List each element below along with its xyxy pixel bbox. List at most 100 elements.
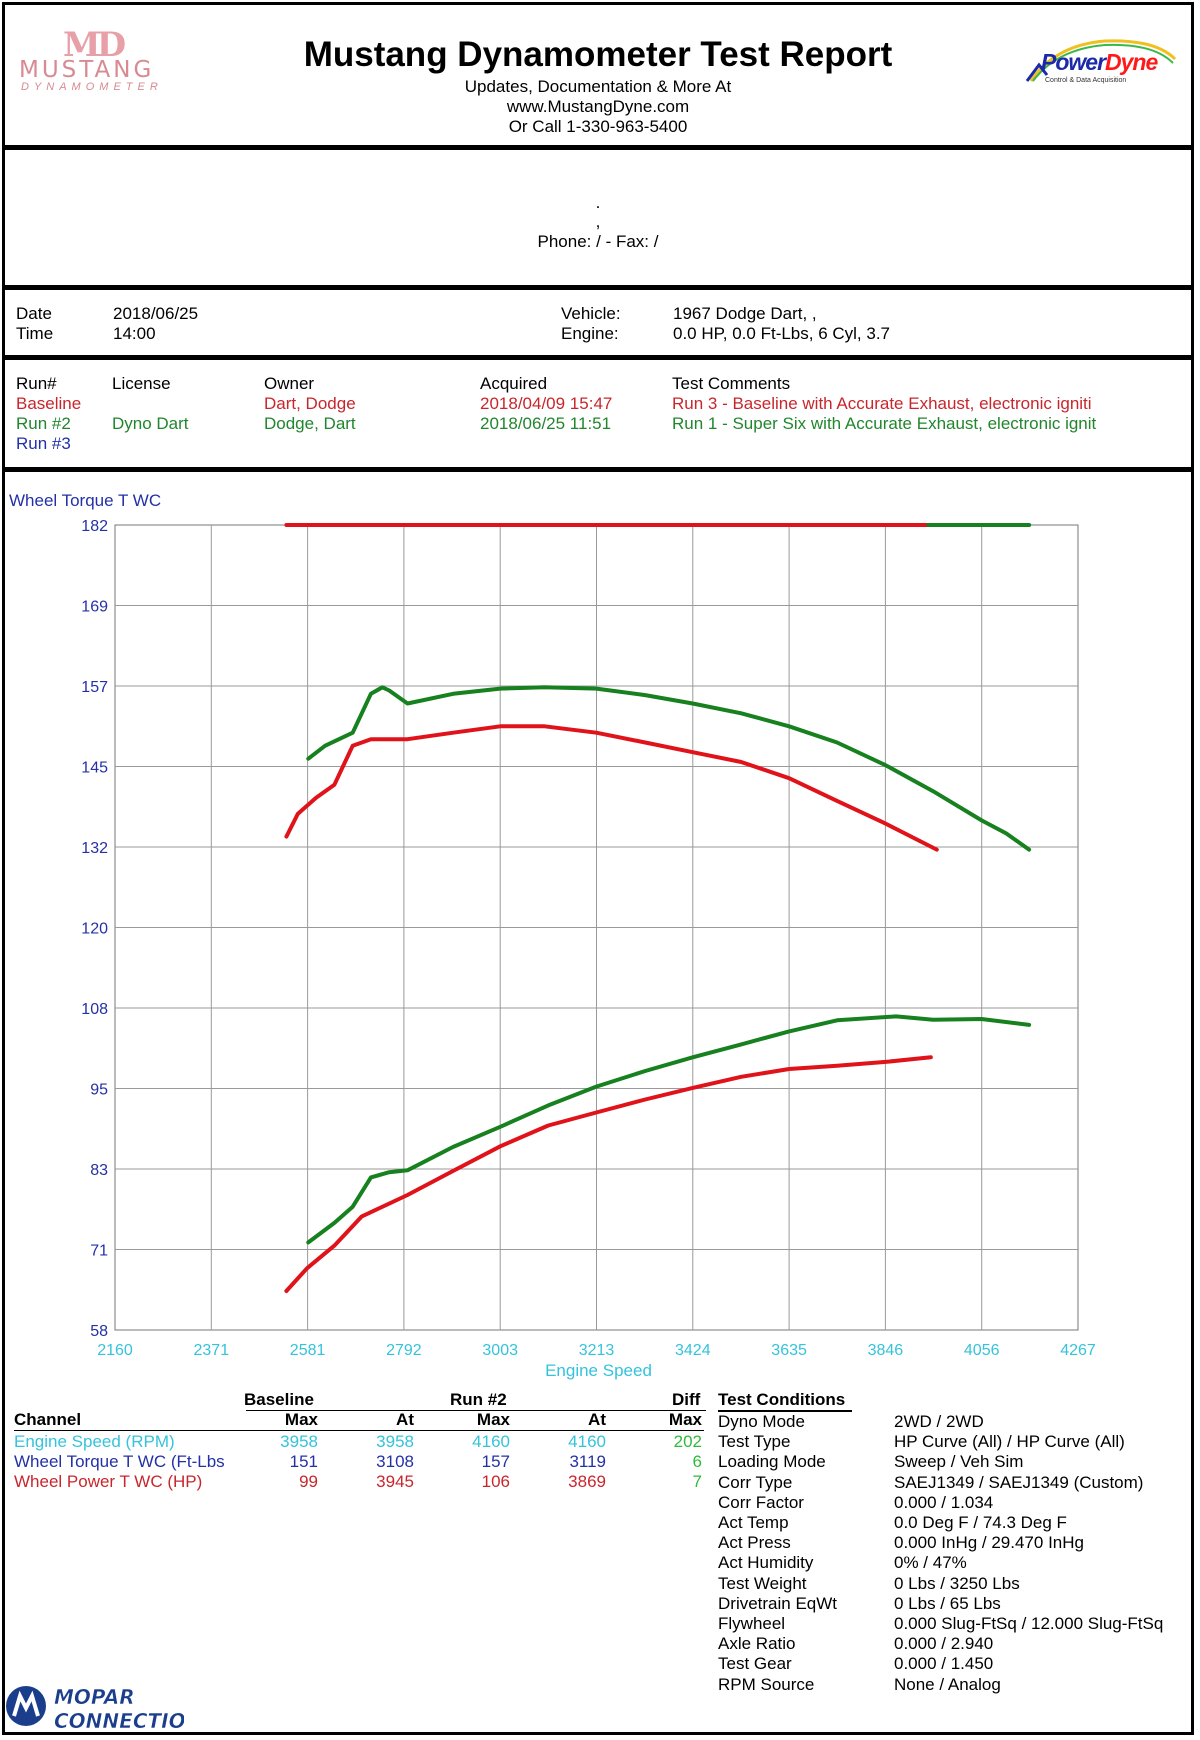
torque-power-chart: 2160 2371 2581 2792 3003 3213 3424 3635 3846 4056… <box>9 491 1096 1380</box>
condition-label: Corr Type <box>718 1472 793 1492</box>
run-2-name: Run #2 <box>16 414 71 433</box>
condition-value: HP Curve (All) / HP Curve (All) <box>894 1432 1125 1452</box>
run-baseline-owner: Dart, Dodge <box>264 394 356 413</box>
run-baseline-acquired: 2018/04/09 15:47 <box>480 394 613 413</box>
stats-group-diff: Diff <box>672 1390 701 1409</box>
stats-row-torque-max1: 151 <box>289 1452 318 1471</box>
condition-label: Loading Mode <box>718 1452 826 1472</box>
x-tick-label: 2581 <box>290 1342 326 1359</box>
vehicle-info: Date 2018/06/25 Time 14:00 Vehicle: 1967… <box>5 290 1191 360</box>
y-tick-label: 83 <box>90 1162 108 1179</box>
condition-value: 0.000 / 2.940 <box>894 1634 994 1654</box>
stats-col-max1: Max <box>284 1410 318 1429</box>
x-tick-label: 4056 <box>964 1342 1000 1359</box>
report-header: MD MUSTANG DYNAMOMETER Mustang Dynamomet… <box>5 5 1191 150</box>
conditions-title: Test Conditions <box>718 1390 846 1409</box>
customer-phone-fax: Phone: / - Fax: / <box>537 232 659 251</box>
condition-label: Axle Ratio <box>718 1634 796 1654</box>
condition-label: Dyno Mode <box>718 1412 805 1431</box>
run-2-comments: Run 1 - Super Six with Accurate Exhaust,… <box>672 414 1097 433</box>
y-tick-label: 95 <box>90 1082 108 1099</box>
condition-label: Test Type <box>718 1432 791 1452</box>
runs-header-comments: Test Comments <box>672 374 791 393</box>
stats-row-rpm-at1: 3958 <box>376 1432 414 1451</box>
condition-value: 0% / 47% <box>894 1553 967 1573</box>
connection-word: CONNECTION <box>54 1709 184 1733</box>
x-tick-label: 2160 <box>97 1342 133 1359</box>
mopar-connection-logo: MOPAR CONNECTION <box>4 1680 203 1735</box>
stats-row-rpm-diff: 202 <box>673 1432 702 1451</box>
runs-header-owner: Owner <box>264 374 315 393</box>
y-tick-label: 157 <box>81 679 108 696</box>
condition-value: None / Analog <box>894 1674 1001 1694</box>
condition-value: 0.000 InHg / 29.470 InHg <box>894 1533 1084 1553</box>
stats-row-torque-at2: 3119 <box>569 1452 606 1471</box>
stats-row-power-at2: 3869 <box>568 1472 606 1491</box>
y-axis-title: Wheel Torque T WC <box>9 491 161 510</box>
customer-line-1: . <box>595 193 601 212</box>
y-tick-label: 71 <box>90 1243 108 1260</box>
powerdyne-logo: PowerDyne Control & Data Acquisition <box>1025 35 1185 95</box>
y-tick-label: 58 <box>90 1323 108 1340</box>
stats-row-rpm-max2: 4160 <box>472 1432 510 1451</box>
condition-value: 0 Lbs / 65 Lbs <box>894 1593 1001 1613</box>
y-tick-label: 145 <box>81 760 108 777</box>
stats-row-power-max1: 99 <box>299 1472 318 1491</box>
run-baseline-comments: Run 3 - Baseline with Accurate Exhaust, … <box>672 394 1092 413</box>
date-value: 2018/06/25 <box>113 304 199 323</box>
stats-row-rpm-max1: 3958 <box>280 1432 318 1451</box>
header-phone: Or Call 1-330-963-5400 <box>508 117 688 136</box>
condition-label: Corr Factor <box>718 1492 804 1512</box>
engine-label: Engine: <box>561 324 619 343</box>
run-2-owner: Dodge, Dart <box>264 414 356 433</box>
run2-wheel-power-t-wcline <box>306 1014 1032 1245</box>
stats-col-channel: Channel <box>14 1410 82 1429</box>
condition-value: 0.000 / 1.034 <box>894 1492 994 1512</box>
baseline-wheel-power-t-wcline <box>284 1055 933 1293</box>
condition-value: 0.000 / 1.450 <box>894 1654 994 1674</box>
condition-label: Test Gear <box>718 1654 792 1674</box>
y-tick-label: 169 <box>81 599 108 616</box>
runs-header-run: Run# <box>16 374 57 393</box>
stats-row-power-channel: Wheel Power T WC (HP) <box>14 1472 203 1491</box>
stats-col-max2: Max <box>476 1410 510 1429</box>
y-tick-label: 120 <box>81 921 108 938</box>
y-tick-label: 108 <box>81 1001 108 1018</box>
date-label: Date <box>16 304 52 323</box>
vehicle-value: 1967 Dodge Dart, , <box>673 304 817 323</box>
runs-header-acquired: Acquired <box>480 374 548 393</box>
mopar-word: MOPAR <box>54 1685 135 1709</box>
condition-value: 0.000 Slug-FtSq / 12.000 Slug-FtSq <box>894 1614 1164 1633</box>
header-line-1: Updates, Documentation & More At <box>464 77 732 96</box>
stats-row-torque-at1: 3108 <box>376 1452 414 1471</box>
time-value: 14:00 <box>113 324 156 343</box>
run-2-license: Dyno Dart <box>112 414 189 433</box>
stats-row-power-at1: 3945 <box>376 1472 414 1491</box>
x-tick-label: 3846 <box>868 1342 904 1359</box>
stats-group-baseline: Baseline <box>244 1390 314 1409</box>
y-tick-label: 182 <box>81 518 108 535</box>
header-website[interactable]: www.MustangDyne.com <box>506 97 690 116</box>
condition-label: Drivetrain EqWt <box>718 1593 838 1613</box>
stats-row-torque-diff: 6 <box>692 1452 702 1471</box>
powerdyne-swoosh-icon <box>1025 39 1177 82</box>
x-tick-label: 3003 <box>482 1342 518 1359</box>
condition-label: Act Press <box>718 1533 791 1553</box>
condition-label: Act Temp <box>718 1513 789 1532</box>
engine-value: 0.0 HP, 0.0 Ft-Lbs, 6 Cyl, 3.7 <box>673 324 891 343</box>
y-tick-label: 132 <box>81 840 108 857</box>
runs-header-license: License <box>112 374 171 393</box>
report-title: Mustang Dynamometer Test Report <box>303 35 893 74</box>
condition-label: Act Humidity <box>718 1553 814 1573</box>
mopar-m-icon: MOPAR CONNECTION <box>6 1685 203 1733</box>
runs-table: Run# License Owner Acquired Test Comment… <box>5 360 1191 472</box>
x-tick-label: 3635 <box>771 1342 807 1359</box>
customer-block: . , Phone: / - Fax: / <box>5 150 1191 290</box>
stats-row-rpm-at2: 4160 <box>568 1432 606 1451</box>
stats-col-at1: At <box>396 1410 414 1429</box>
condition-value: SAEJ1349 / SAEJ1349 (Custom) <box>894 1472 1144 1492</box>
stats-col-diff: Max <box>668 1410 702 1429</box>
stats-row-power-diff: 7 <box>692 1472 702 1491</box>
x-tick-label: 3213 <box>579 1342 615 1359</box>
